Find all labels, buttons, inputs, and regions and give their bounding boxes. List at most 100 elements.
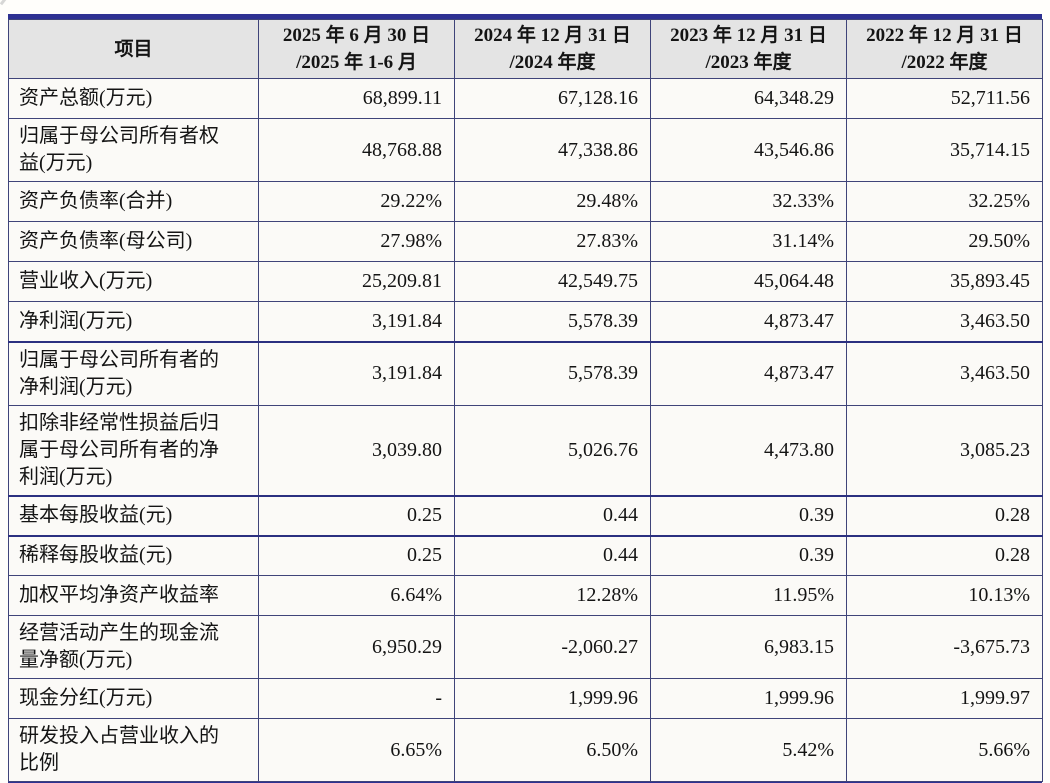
column-header-item: 项目: [8, 19, 259, 79]
period-line1: 2024 年 12 月 31 日: [474, 25, 631, 46]
period-line1: 2022 年 12 月 31 日: [866, 25, 1023, 46]
cell-value: 64,348.29: [650, 78, 847, 119]
cell-value: 10.13%: [846, 575, 1043, 616]
row-label: 经营活动产生的现金流 量净额(万元): [8, 615, 259, 679]
period-line1: 2025 年 6 月 30 日: [282, 25, 431, 46]
cell-value: 3,039.80: [258, 404, 455, 496]
cell-value: 32.33%: [650, 181, 847, 222]
cell-value: 4,873.47: [650, 340, 847, 406]
table-row-operating-revenue: 营业收入(万元) 25,209.81 42,549.75 45,064.48 3…: [8, 261, 1043, 302]
row-label: 资产负债率(合并): [8, 181, 259, 222]
table-row-cash-dividends: 现金分红(万元) - 1,999.96 1,999.96 1,999.97: [8, 678, 1043, 719]
cell-value: 3,463.50: [846, 301, 1043, 342]
cell-value: 0.25: [258, 534, 455, 576]
table-row-parent-net-profit: 归属于母公司所有者的 净利润(万元) 3,191.84 5,578.39 4,8…: [8, 340, 1043, 406]
cell-value: 29.50%: [846, 221, 1043, 262]
cell-value: 6.50%: [454, 718, 651, 782]
cell-value: 6.65%: [258, 718, 455, 782]
cell-value: 3,463.50: [846, 340, 1043, 406]
cell-value: 25,209.81: [258, 261, 455, 302]
financial-summary-table: 项目 2025 年 6 月 30 日 /2025 年 1-6 月 2024 年 …: [8, 14, 1043, 783]
row-label: 归属于母公司所有者权 益(万元): [8, 118, 259, 182]
cell-value: 3,191.84: [258, 340, 455, 406]
cell-value: -: [258, 678, 455, 719]
table-row-basic-eps: 基本每股收益(元) 0.25 0.44 0.39 0.28: [8, 494, 1043, 536]
header-row: 项目 2025 年 6 月 30 日 /2025 年 1-6 月 2024 年 …: [8, 19, 1043, 79]
page-edge-artifact: [0, 0, 19, 13]
row-label: 扣除非经常性损益后归 属于母公司所有者的净 利润(万元): [8, 404, 259, 496]
table-row-debt-ratio-consolidated: 资产负债率(合并) 29.22% 29.48% 32.33% 32.25%: [8, 181, 1043, 222]
table-row-net-profit: 净利润(万元) 3,191.84 5,578.39 4,873.47 3,463…: [8, 301, 1043, 342]
cell-value: 5,578.39: [454, 340, 651, 406]
cell-value: -3,675.73: [846, 615, 1043, 679]
table-row-operating-cash-flow: 经营活动产生的现金流 量净额(万元) 6,950.29 -2,060.27 6,…: [8, 615, 1043, 679]
cell-value: 0.44: [454, 494, 651, 536]
cell-value: 6,983.15: [650, 615, 847, 679]
row-label: 加权平均净资产收益率: [8, 575, 259, 616]
cell-value: 31.14%: [650, 221, 847, 262]
cell-value: 11.95%: [650, 575, 847, 616]
cell-value: 3,191.84: [258, 301, 455, 342]
period-line2: /2025 年 1-6 月: [296, 52, 417, 73]
cell-value: 5.66%: [846, 718, 1043, 782]
cell-value: 29.48%: [454, 181, 651, 222]
row-label: 稀释每股收益(元): [8, 534, 259, 576]
column-header-period-2025: 2025 年 6 月 30 日 /2025 年 1-6 月: [258, 19, 455, 79]
period-line1: 2023 年 12 月 31 日: [670, 25, 827, 46]
cell-value: 68,899.11: [258, 78, 455, 119]
row-label: 资产负债率(母公司): [8, 221, 259, 262]
period-line2: /2024 年度: [509, 52, 596, 73]
cell-value: 1,999.96: [650, 678, 847, 719]
cell-value: 12.28%: [454, 575, 651, 616]
table-row-parent-equity: 归属于母公司所有者权 益(万元) 48,768.88 47,338.86 43,…: [8, 118, 1043, 182]
cell-value: 1,999.97: [846, 678, 1043, 719]
table-row-rd-expense-ratio: 研发投入占营业收入的 比例 6.65% 6.50% 5.42% 5.66%: [8, 718, 1043, 782]
row-label: 基本每股收益(元): [8, 494, 259, 536]
row-label: 归属于母公司所有者的 净利润(万元): [8, 340, 259, 406]
table-row-total-assets: 资产总额(万元) 68,899.11 67,128.16 64,348.29 5…: [8, 78, 1043, 119]
item-header-label: 项目: [114, 38, 153, 60]
cell-value: 47,338.86: [454, 118, 651, 182]
column-header-period-2023: 2023 年 12 月 31 日 /2023 年度: [650, 19, 847, 79]
cell-value: 43,546.86: [650, 118, 847, 182]
table-top-rule: [8, 14, 1042, 19]
table-row-debt-ratio-parent: 资产负债率(母公司) 27.98% 27.83% 31.14% 29.50%: [8, 221, 1043, 262]
cell-value: 0.28: [846, 494, 1043, 536]
cell-value: 5.42%: [650, 718, 847, 782]
row-label: 营业收入(万元): [8, 261, 259, 302]
cell-value: -2,060.27: [454, 615, 651, 679]
cell-value: 0.25: [258, 494, 455, 536]
cell-value: 27.98%: [258, 221, 455, 262]
cell-value: 29.22%: [258, 181, 455, 222]
cell-value: 6.64%: [258, 575, 455, 616]
cell-value: 35,893.45: [846, 261, 1043, 302]
cell-value: 48,768.88: [258, 118, 455, 182]
cell-value: 0.28: [846, 534, 1043, 576]
row-label: 现金分红(万元): [8, 678, 259, 719]
cell-value: 6,950.29: [258, 615, 455, 679]
cell-value: 67,128.16: [454, 78, 651, 119]
cell-value: 0.39: [650, 534, 847, 576]
cell-value: 27.83%: [454, 221, 651, 262]
cell-value: 0.39: [650, 494, 847, 536]
table-row-parent-net-profit-excl-nonrecurring: 扣除非经常性损益后归 属于母公司所有者的净 利润(万元) 3,039.80 5,…: [8, 404, 1043, 496]
period-line2: /2022 年度: [901, 52, 988, 73]
cell-value: 1,999.96: [454, 678, 651, 719]
cell-value: 3,085.23: [846, 404, 1043, 496]
cell-value: 35,714.15: [846, 118, 1043, 182]
cell-value: 5,026.76: [454, 404, 651, 496]
cell-value: 52,711.56: [846, 78, 1043, 119]
cell-value: 45,064.48: [650, 261, 847, 302]
cell-value: 4,873.47: [650, 301, 847, 342]
period-line2: /2023 年度: [705, 52, 792, 73]
row-label: 净利润(万元): [8, 301, 259, 342]
cell-value: 4,473.80: [650, 404, 847, 496]
table-row-weighted-avg-roe: 加权平均净资产收益率 6.64% 12.28% 11.95% 10.13%: [8, 575, 1043, 616]
column-header-period-2022: 2022 年 12 月 31 日 /2022 年度: [846, 19, 1043, 79]
key-financials-table: 项目 2025 年 6 月 30 日 /2025 年 1-6 月 2024 年 …: [8, 19, 1043, 782]
cell-value: 0.44: [454, 534, 651, 576]
cell-value: 42,549.75: [454, 261, 651, 302]
cell-value: 32.25%: [846, 181, 1043, 222]
row-label: 资产总额(万元): [8, 78, 259, 119]
cell-value: 5,578.39: [454, 301, 651, 342]
